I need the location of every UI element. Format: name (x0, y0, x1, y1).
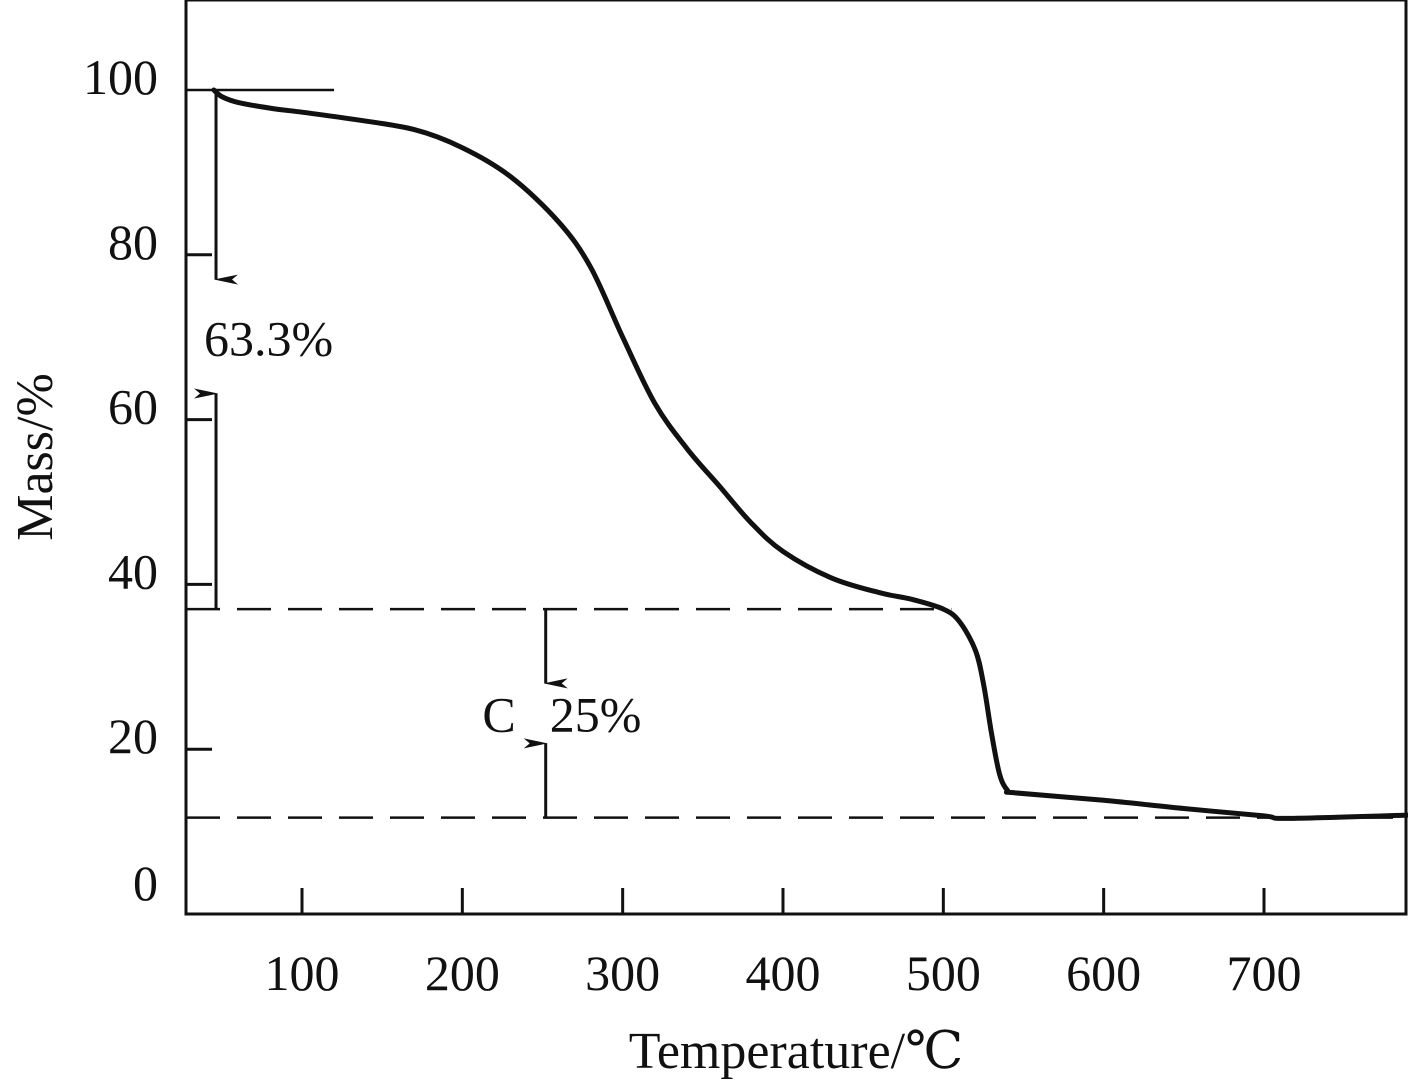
annotation-63-3-percent: 63.3% (204, 311, 333, 367)
y-axis-ticks: 0 20 40 60 80 100 (83, 49, 212, 911)
y-tick-label: 0 (133, 855, 158, 911)
y-tick-label: 40 (108, 543, 158, 599)
x-tick-label: 500 (906, 945, 981, 1001)
x-tick-label: 400 (746, 945, 821, 1001)
plot-frame (184, 0, 1408, 916)
reference-lines (186, 88, 1406, 819)
y-tick-label: 100 (83, 49, 158, 105)
x-axis-label: Temperature/℃ (629, 1023, 964, 1080)
x-tick-label: 300 (585, 945, 660, 1001)
y-axis-label: Mass/% (7, 373, 64, 541)
annotation-25-percent: 25% (550, 686, 642, 742)
annotation-c-label: C (482, 686, 515, 742)
x-tick-label: 700 (1227, 945, 1302, 1001)
y-tick-label: 20 (108, 708, 158, 764)
x-axis-ticks: 100 200 300 400 500 600 700 (265, 888, 1302, 1001)
x-tick-label: 200 (425, 945, 500, 1001)
mass-loss-curve (211, 87, 1408, 821)
annotations: 63.3% C 25% (194, 90, 642, 818)
y-tick-label: 60 (108, 379, 158, 435)
x-tick-label: 100 (265, 945, 340, 1001)
y-tick-label: 80 (108, 214, 158, 270)
x-tick-label: 600 (1066, 945, 1141, 1001)
